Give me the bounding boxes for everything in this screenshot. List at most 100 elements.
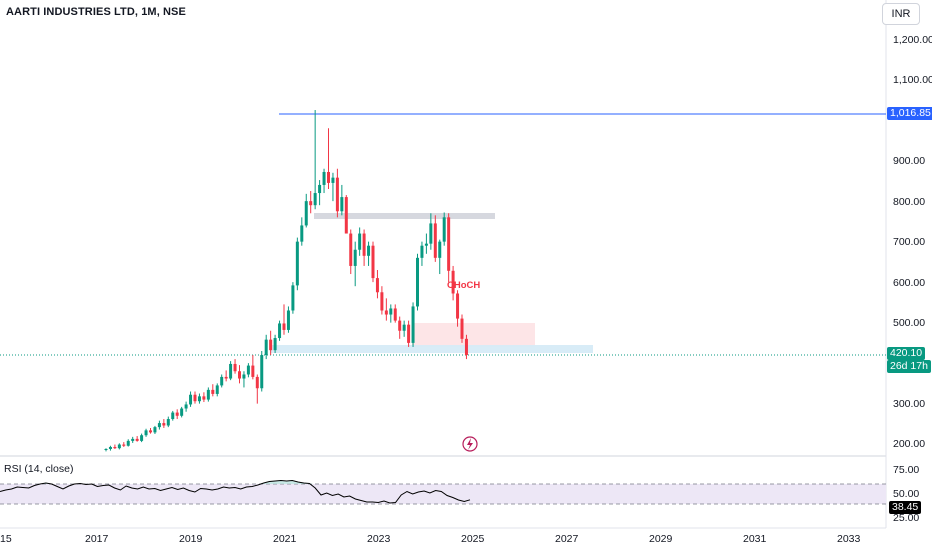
price-tick: 1,100.00 — [893, 74, 932, 86]
candle-body — [184, 404, 188, 409]
rsi-line — [0, 479, 471, 504]
price-tick: 800.00 — [893, 196, 925, 208]
choch-label: CHoCH — [447, 280, 480, 291]
time-tick: 2027 — [555, 533, 579, 545]
countdown-tag: 26d 17h — [887, 360, 931, 373]
lightning-icon[interactable] — [462, 436, 478, 452]
rsi-indicator-label[interactable]: RSI (14, close) — [4, 463, 74, 475]
price-axis[interactable]: 1,200.00 1,100.00 900.00 800.00 700.00 6… — [893, 34, 932, 450]
candle-body — [464, 338, 468, 356]
candle-body — [108, 446, 112, 450]
candle-body — [229, 363, 233, 379]
candle-series — [104, 110, 468, 452]
candle-body — [131, 438, 135, 441]
candle-body — [295, 241, 299, 286]
chart-title: AARTI INDUSTRIES LTD, 1M, NSE — [6, 6, 186, 18]
candle-body — [264, 339, 268, 356]
supply-zone[interactable] — [314, 213, 495, 219]
candle-body — [407, 324, 411, 343]
candle-body — [175, 412, 179, 416]
candle-body — [162, 423, 166, 426]
candle-body — [442, 217, 446, 242]
candle-body — [224, 376, 228, 379]
currency-button[interactable]: INR — [882, 3, 920, 25]
candle-body — [211, 389, 215, 394]
candle-body — [318, 184, 322, 194]
candle-body — [340, 197, 344, 212]
price-tick: 700.00 — [893, 236, 925, 248]
time-axis[interactable]: 15 2017 2019 2021 2023 2025 2027 2029 20… — [0, 533, 861, 545]
candle-body — [238, 371, 241, 379]
time-tick: 2033 — [837, 533, 861, 545]
candle-body — [367, 245, 371, 256]
rsi-axis[interactable]: 75.00 50.00 25.00 — [893, 464, 919, 524]
price-tick: 600.00 — [893, 277, 925, 289]
candle-body — [202, 396, 206, 400]
candle-body — [278, 323, 282, 339]
candle-body — [402, 324, 406, 331]
candle-body — [327, 171, 330, 183]
time-tick: 2031 — [743, 533, 767, 545]
candle-body — [122, 444, 126, 446]
price-tick: 300.00 — [893, 398, 925, 410]
candle-body — [456, 293, 460, 319]
candle-body — [304, 201, 308, 226]
candle-body — [371, 245, 375, 279]
candle-body — [104, 449, 108, 451]
candle-body — [313, 193, 317, 206]
candle-body — [282, 323, 286, 330]
rsi-tick: 25.00 — [893, 512, 919, 524]
candle-body — [358, 233, 362, 250]
candle-body — [424, 243, 428, 246]
demand-zone[interactable] — [270, 345, 593, 353]
candle-body — [166, 419, 170, 426]
candle-body — [153, 427, 157, 433]
candle-body — [242, 374, 246, 379]
candle-body — [411, 306, 415, 343]
candle-body — [433, 223, 437, 258]
candle-body — [460, 318, 464, 339]
time-tick: 2021 — [273, 533, 297, 545]
rsi-tick: 75.00 — [893, 464, 919, 476]
candle-body — [393, 308, 397, 321]
candle-body — [353, 249, 357, 266]
candle-body — [189, 394, 193, 405]
candle-body — [126, 440, 130, 446]
candle-body — [322, 171, 326, 185]
candle-body — [416, 257, 419, 307]
candle-body — [157, 423, 161, 428]
rsi-tick: 50.00 — [893, 488, 919, 500]
candle-body — [349, 233, 353, 266]
choch-zone[interactable] — [412, 323, 535, 347]
candle-body — [113, 446, 117, 449]
candle-body — [220, 376, 224, 386]
candle-body — [197, 396, 201, 402]
candle-body — [380, 292, 384, 311]
last-price-tag: 420.10 — [887, 347, 926, 360]
candle-body — [447, 217, 451, 271]
time-tick: 2023 — [367, 533, 391, 545]
candle-body — [438, 241, 442, 258]
time-tick: 2029 — [649, 533, 673, 545]
candle-body — [420, 245, 424, 258]
price-tick: 1,200.00 — [893, 34, 932, 46]
candle-body — [246, 365, 250, 375]
time-tick: 2025 — [461, 533, 485, 545]
candle-body — [117, 444, 121, 449]
candle-body — [429, 223, 433, 244]
rsi-band — [0, 484, 886, 504]
candle-body — [291, 285, 295, 311]
rsi-value-tag: 38.45 — [889, 501, 922, 514]
candle-body — [273, 338, 277, 351]
candle-body — [255, 376, 259, 389]
candle-body — [389, 308, 393, 315]
candle-body — [135, 438, 139, 441]
price-tick: 900.00 — [893, 155, 925, 167]
candle-body — [215, 385, 219, 394]
candle-body — [193, 394, 197, 402]
candle-body — [260, 355, 264, 389]
candle-body — [140, 435, 144, 441]
candle-body — [375, 278, 379, 293]
candle-body — [398, 320, 402, 331]
